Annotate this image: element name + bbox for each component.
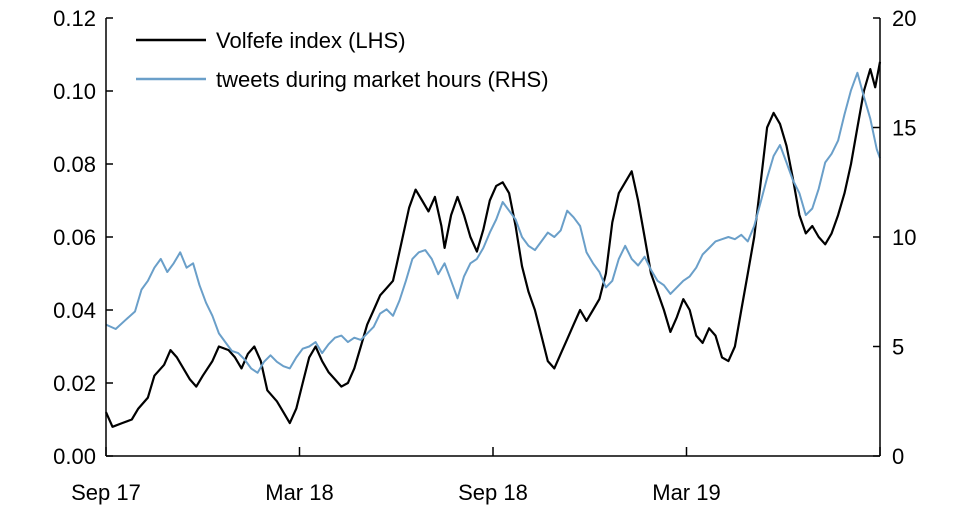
x-tick-label: Sep 18: [458, 480, 528, 505]
x-tick-label: Sep 17: [71, 480, 141, 505]
y-left-tick-label: 0.00: [53, 444, 96, 469]
y-left-tick-label: 0.06: [53, 225, 96, 250]
legend-label-tweets: tweets during market hours (RHS): [216, 67, 549, 92]
y-right-tick-label: 5: [892, 335, 904, 360]
x-tick-label: Mar 18: [265, 480, 333, 505]
y-right-tick-label: 15: [892, 116, 916, 141]
y-right-tick-label: 10: [892, 225, 916, 250]
y-right-tick-label: 20: [892, 6, 916, 31]
y-right-tick-label: 0: [892, 444, 904, 469]
y-left-tick-label: 0.10: [53, 79, 96, 104]
plot-lines: [104, 61, 882, 428]
y-left-tick-label: 0.04: [53, 298, 96, 323]
legend: Volfefe index (LHS) tweets during market…: [136, 28, 549, 92]
y-left-tick-label: 0.02: [53, 371, 96, 396]
legend-label-volfefe: Volfefe index (LHS): [216, 28, 406, 53]
y-left-tick-label: 0.08: [53, 152, 96, 177]
x-tick-label: Mar 19: [652, 480, 720, 505]
series-line-tweets: [105, 71, 881, 374]
series-line-volfefe: [104, 61, 882, 428]
y-left-tick-label: 0.12: [53, 6, 96, 31]
axes: 0.00 0.02 0.04 0.06 0.08 0.10 0.12 0 5 10 15 20 Sep …: [53, 6, 916, 505]
